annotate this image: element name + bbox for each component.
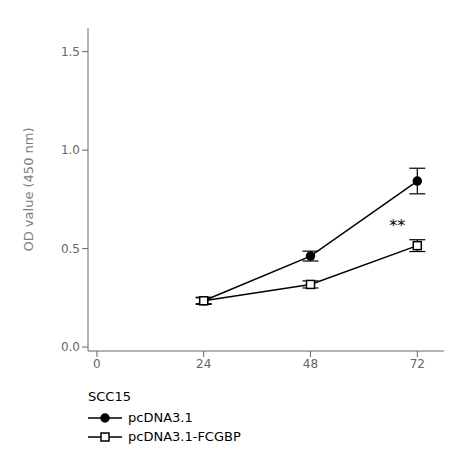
html-text:SCC15: SCC15 — [88, 389, 131, 404]
svg-text:1.0: 1.0 — [61, 143, 80, 157]
svg-text:0: 0 — [93, 357, 101, 371]
svg-text:72: 72 — [410, 357, 425, 371]
svg-text:**: ** — [389, 216, 405, 235]
svg-text:48: 48 — [303, 357, 318, 371]
svg-text:OD value (450 nm): OD value (450 nm) — [21, 127, 36, 251]
svg-text:1.5: 1.5 — [61, 45, 80, 59]
svg-text:24: 24 — [196, 357, 211, 371]
html-text:pcDNA3.1-FCGBP: pcDNA3.1-FCGBP — [128, 429, 241, 444]
html-text:pcDNA3.1: pcDNA3.1 — [128, 410, 193, 425]
svg-text:0.5: 0.5 — [61, 242, 80, 256]
svg-text:0.0: 0.0 — [61, 340, 80, 354]
